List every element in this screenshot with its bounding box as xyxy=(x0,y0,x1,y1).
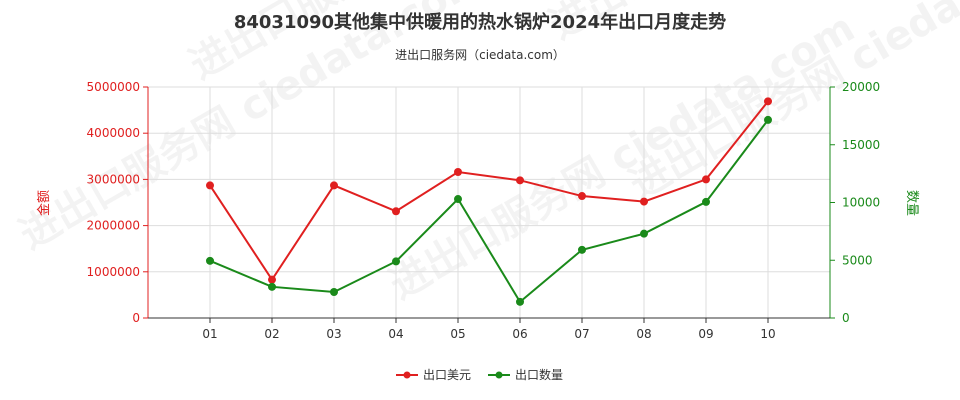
right-tick-label: 0 xyxy=(842,311,850,325)
legend-label: 出口美元 xyxy=(423,368,471,382)
right-tick-label: 10000 xyxy=(842,196,880,210)
series-0-point xyxy=(702,175,710,184)
series-1-point xyxy=(268,282,276,291)
series-line-1 xyxy=(209,119,769,304)
series-1-point xyxy=(454,195,462,204)
left-tick-label: 3000000 xyxy=(87,172,140,186)
left-tick-label: 0 xyxy=(132,311,140,325)
x-axis-ticks: 01 02 03 04 05 06 07 08 09 10 xyxy=(202,318,776,341)
left-tick-label: 1000000 xyxy=(87,265,140,279)
right-axis-ticks: 0 5000 10000 15000 20000 xyxy=(830,80,880,325)
legend-label: 出口数量 xyxy=(515,367,563,382)
left-tick-label: 2000000 xyxy=(87,219,140,233)
x-tick-label: 04 xyxy=(388,327,403,341)
series-0-point xyxy=(454,168,462,177)
x-tick-label: 09 xyxy=(698,327,713,341)
series-0-point xyxy=(640,197,648,206)
series-0-point xyxy=(330,181,338,190)
series-1-point xyxy=(330,288,338,297)
series-1-point xyxy=(516,297,524,306)
x-tick-label: 07 xyxy=(574,327,589,341)
x-tick-label: 10 xyxy=(760,327,775,341)
series-0-point xyxy=(268,275,276,284)
legend: 出口美元 出口数量 xyxy=(396,367,563,382)
x-tick-label: 02 xyxy=(264,327,279,341)
series-layer xyxy=(206,97,772,306)
x-tick-label: 05 xyxy=(450,327,465,341)
chart-title: 84031090其他集中供暖用的热水锅炉2024年出口月度走势 xyxy=(234,11,726,33)
series-1-point xyxy=(702,197,710,206)
right-axis-title: 数量 xyxy=(904,190,919,216)
series-1-point xyxy=(764,115,772,124)
left-axis-title: 金额 xyxy=(36,190,52,216)
right-tick-label: 15000 xyxy=(842,138,880,152)
series-0-point xyxy=(206,181,214,190)
series-1-point xyxy=(392,257,400,266)
series-0-point xyxy=(516,176,524,185)
chart-subtitle: 进出口服务网（ciedata.com） xyxy=(395,47,565,62)
left-tick-label: 4000000 xyxy=(87,126,140,140)
legend-item-export-usd[interactable]: 出口美元 xyxy=(396,368,471,382)
x-tick-label: 03 xyxy=(326,327,341,341)
right-tick-label: 5000 xyxy=(842,253,873,267)
series-1-point xyxy=(578,245,586,254)
legend-swatch-dot xyxy=(403,371,411,379)
series-0-point xyxy=(578,192,586,201)
legend-item-export-quantity[interactable]: 出口数量 xyxy=(488,367,563,382)
x-tick-label: 01 xyxy=(202,327,217,341)
series-line-0 xyxy=(209,100,769,282)
legend-swatch-dot xyxy=(495,371,503,379)
series-1-point xyxy=(206,256,214,265)
right-tick-label: 20000 xyxy=(842,80,880,94)
x-tick-label: 06 xyxy=(512,327,527,341)
series-0-point xyxy=(764,97,772,106)
series-1-point xyxy=(640,229,648,238)
left-axis-ticks: 0 1000000 2000000 3000000 4000000 5000000 xyxy=(87,80,148,325)
watermark-layer: 进出口服务网 ciedata.com进出口服务网 ciedata.com进出口服… xyxy=(12,0,960,309)
left-tick-label: 5000000 xyxy=(87,80,140,94)
series-0-point xyxy=(392,207,400,216)
x-tick-label: 08 xyxy=(636,327,651,341)
